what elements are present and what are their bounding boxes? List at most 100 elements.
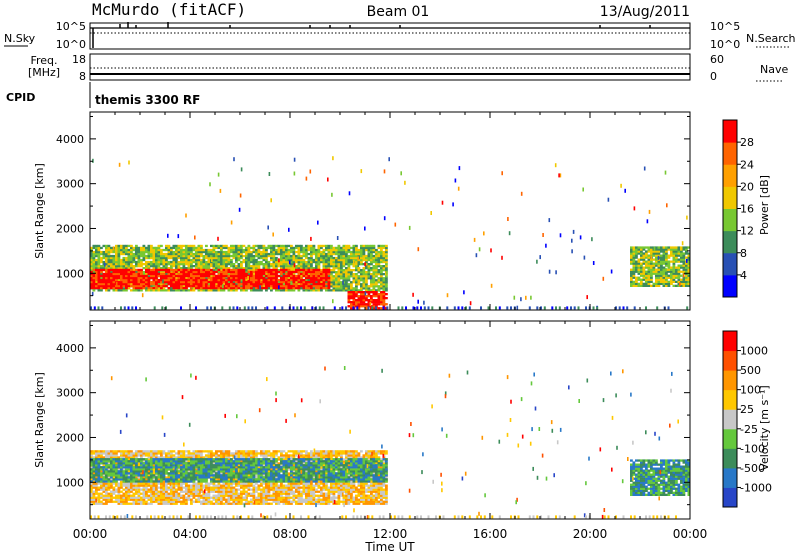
velocity-cell [115,456,118,459]
power-cell [247,250,251,254]
power-cell [165,283,168,286]
power-cell [200,284,203,288]
power-cell [202,276,206,280]
power-cell [100,270,103,274]
velocity-cell [180,494,183,497]
power-cell [632,246,636,249]
power-cell [657,250,661,253]
power-cell [250,256,253,260]
power-cell [637,252,641,255]
power-cell [360,169,363,174]
power-cell [637,266,641,269]
power-cell [632,260,636,263]
power-cell [277,270,281,274]
power-cell [652,284,656,287]
power-cell [240,274,243,278]
power-cell [185,289,188,292]
power-cell [352,252,356,256]
power-cell [340,281,343,284]
power-cell [102,278,106,282]
power-cell [202,282,206,286]
power-cell [340,285,343,288]
power-cell [237,286,241,290]
power-cell [282,254,286,258]
power-cell [302,286,306,290]
power-cell [653,246,656,251]
velocity-cell [100,494,103,497]
velocity-cell [175,482,178,485]
power-cell [350,254,353,258]
power-cell [370,258,373,262]
power-cell [367,254,371,258]
power-cell [182,285,186,288]
power-cell [192,248,196,252]
power-cell [352,301,356,304]
power-cell [360,275,363,278]
power-cell [335,260,338,264]
power-cell [95,258,98,262]
velocity-cell [130,482,133,485]
power-cell [125,256,128,260]
power-cell [275,244,278,248]
power-cell [335,275,338,278]
power-cell [237,272,241,276]
power-cell [357,271,361,274]
power-cell [212,265,216,268]
power-cell [125,284,128,288]
power-cell [117,286,121,290]
velocity-cell [95,488,98,491]
power-cell [247,270,251,274]
velocity-cell [177,482,181,485]
power-cell [292,267,296,270]
power-cell [150,276,153,280]
velocity-cell [152,486,156,489]
velocity-cell [150,488,153,491]
power-cell [177,276,181,280]
power-cell [635,248,638,251]
power-cell [280,270,283,274]
velocity-cell [110,456,113,459]
velocity-cell [170,488,173,491]
power-cell [570,306,572,310]
power-cell [165,284,168,288]
velocity-cell [125,488,128,491]
power-cell [660,262,663,265]
velocity-cell [102,488,106,491]
power-cell [120,276,123,280]
power-cell [330,250,333,254]
velocity-cell [115,482,118,485]
power-cell [130,276,133,280]
power-cell [127,265,131,268]
power-cell [205,267,208,270]
power-cell [312,287,316,290]
power-cell [364,226,366,231]
power-cell [147,280,151,284]
power-cell [655,272,658,275]
power-cell [252,284,256,288]
power-cell [315,278,318,282]
power-cell [180,274,183,278]
power-cell [280,286,283,290]
power-cell [357,281,361,284]
power-cell [375,283,378,286]
velocity-cell [145,494,148,497]
power-cell [132,284,136,288]
power-cell [430,211,432,215]
power-cell [127,248,131,252]
power-cell [100,258,103,262]
power-cell [637,284,641,287]
power-cell [380,281,383,284]
velocity-cell [127,454,131,457]
power-cell [307,265,311,268]
power-cell [122,284,126,288]
power-cell [90,286,93,290]
power-cell [200,267,203,270]
power-cell [177,282,181,286]
power-cell [217,265,221,268]
velocity-cell [172,450,176,453]
power-cell [250,269,253,272]
power-cell [242,272,246,276]
power-cell [200,263,203,266]
power-cell [272,258,276,262]
power-cell [105,260,108,264]
